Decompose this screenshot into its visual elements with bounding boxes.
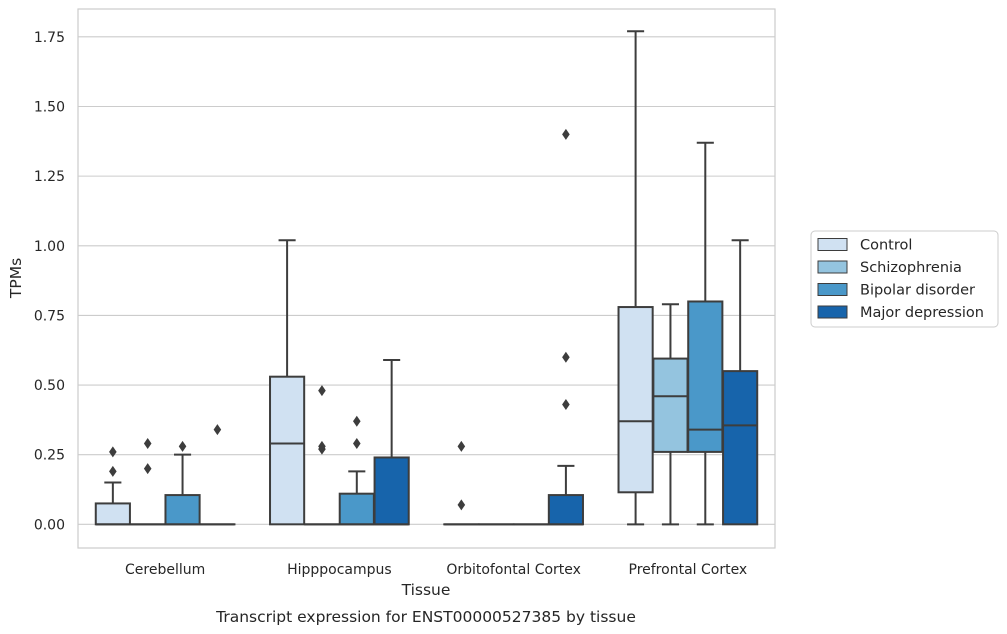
y-axis-label: TPMs: [7, 258, 25, 299]
box-control: [617, 30, 654, 526]
outlier-point: [143, 463, 152, 475]
box-bipolar-disorder: [687, 141, 724, 526]
y-tick-label: 1.50: [34, 99, 65, 115]
legend-frame: [810, 230, 999, 328]
legend-swatch: [817, 260, 848, 274]
box-bipolar-disorder: [164, 440, 201, 526]
x-tick-label: Cerebellum: [125, 562, 205, 578]
box-bipolar-disorder: [338, 415, 375, 526]
chart-caption: Transcript expression for ENST0000052738…: [215, 608, 636, 626]
legend: Control Schizophrenia Bipolar disorder Majo…: [810, 230, 999, 328]
outlier-point: [318, 440, 326, 452]
legend-label: Control: [860, 238, 912, 254]
outlier-point: [178, 440, 187, 452]
y-tick-label: 1.25: [34, 169, 65, 185]
outlier-point: [318, 385, 326, 397]
outlier-point: [109, 465, 117, 477]
legend-swatch: [817, 305, 848, 319]
outlier-point: [353, 415, 361, 427]
legend-swatch: [817, 283, 848, 296]
box-body: [652, 357, 689, 453]
box-major-depression: [547, 128, 584, 526]
legend-swatch: [817, 238, 848, 251]
legend-label: Bipolar disorder: [860, 283, 975, 299]
x-tick-label: Prefrontal Cortex: [629, 562, 748, 578]
outlier-point: [457, 440, 466, 452]
grid-lines: [78, 36, 775, 525]
outlier-point: [562, 128, 570, 140]
box-body: [722, 370, 759, 526]
box-body: [687, 300, 724, 453]
outlier-point: [109, 446, 117, 458]
box-body: [269, 375, 306, 526]
box-body: [94, 502, 131, 526]
box-schizophrenia: [652, 303, 689, 526]
y-tick-label: 0.25: [34, 448, 65, 464]
outlier-point: [143, 438, 152, 450]
box-body: [617, 306, 654, 494]
y-tick-label: 0.50: [34, 378, 65, 394]
plot-frame: [77, 8, 776, 549]
outlier-point: [562, 399, 570, 411]
y-tick-label: 1.75: [34, 30, 65, 46]
x-tick-label: Orbitofontal Cortex: [446, 562, 581, 578]
y-tick-labels: 0.00 0.25 0.50 0.75 1.00 1.25 1.50 1.75: [34, 30, 65, 533]
y-tick-label: 0.75: [34, 308, 65, 324]
outlier-point: [457, 499, 466, 511]
x-axis-label: Tissue: [401, 581, 451, 599]
box-major-depression: [373, 358, 410, 526]
y-tick-label: 0.00: [34, 517, 65, 533]
box-body: [164, 494, 201, 526]
box-body: [338, 492, 375, 526]
legend-label: Major depression: [860, 305, 984, 321]
box-schizophrenia: [129, 438, 166, 526]
box-body: [373, 456, 410, 526]
box-control: [94, 446, 131, 526]
legend-label: Schizophrenia: [860, 260, 962, 276]
outlier-point: [562, 351, 570, 363]
box-major-depression: [199, 424, 236, 526]
outlier-point: [213, 424, 222, 436]
box-control: [443, 440, 480, 526]
plot-area: [94, 30, 759, 526]
x-tick-label: Hipppocampus: [287, 562, 392, 578]
box-major-depression: [722, 239, 759, 526]
box-body: [547, 494, 584, 526]
box-control: [269, 239, 306, 526]
outlier-point: [353, 438, 361, 450]
y-tick-label: 1.00: [34, 239, 65, 255]
x-tick-labels: Cerebellum Hipppocampus Orbitofontal Corte…: [125, 562, 747, 578]
